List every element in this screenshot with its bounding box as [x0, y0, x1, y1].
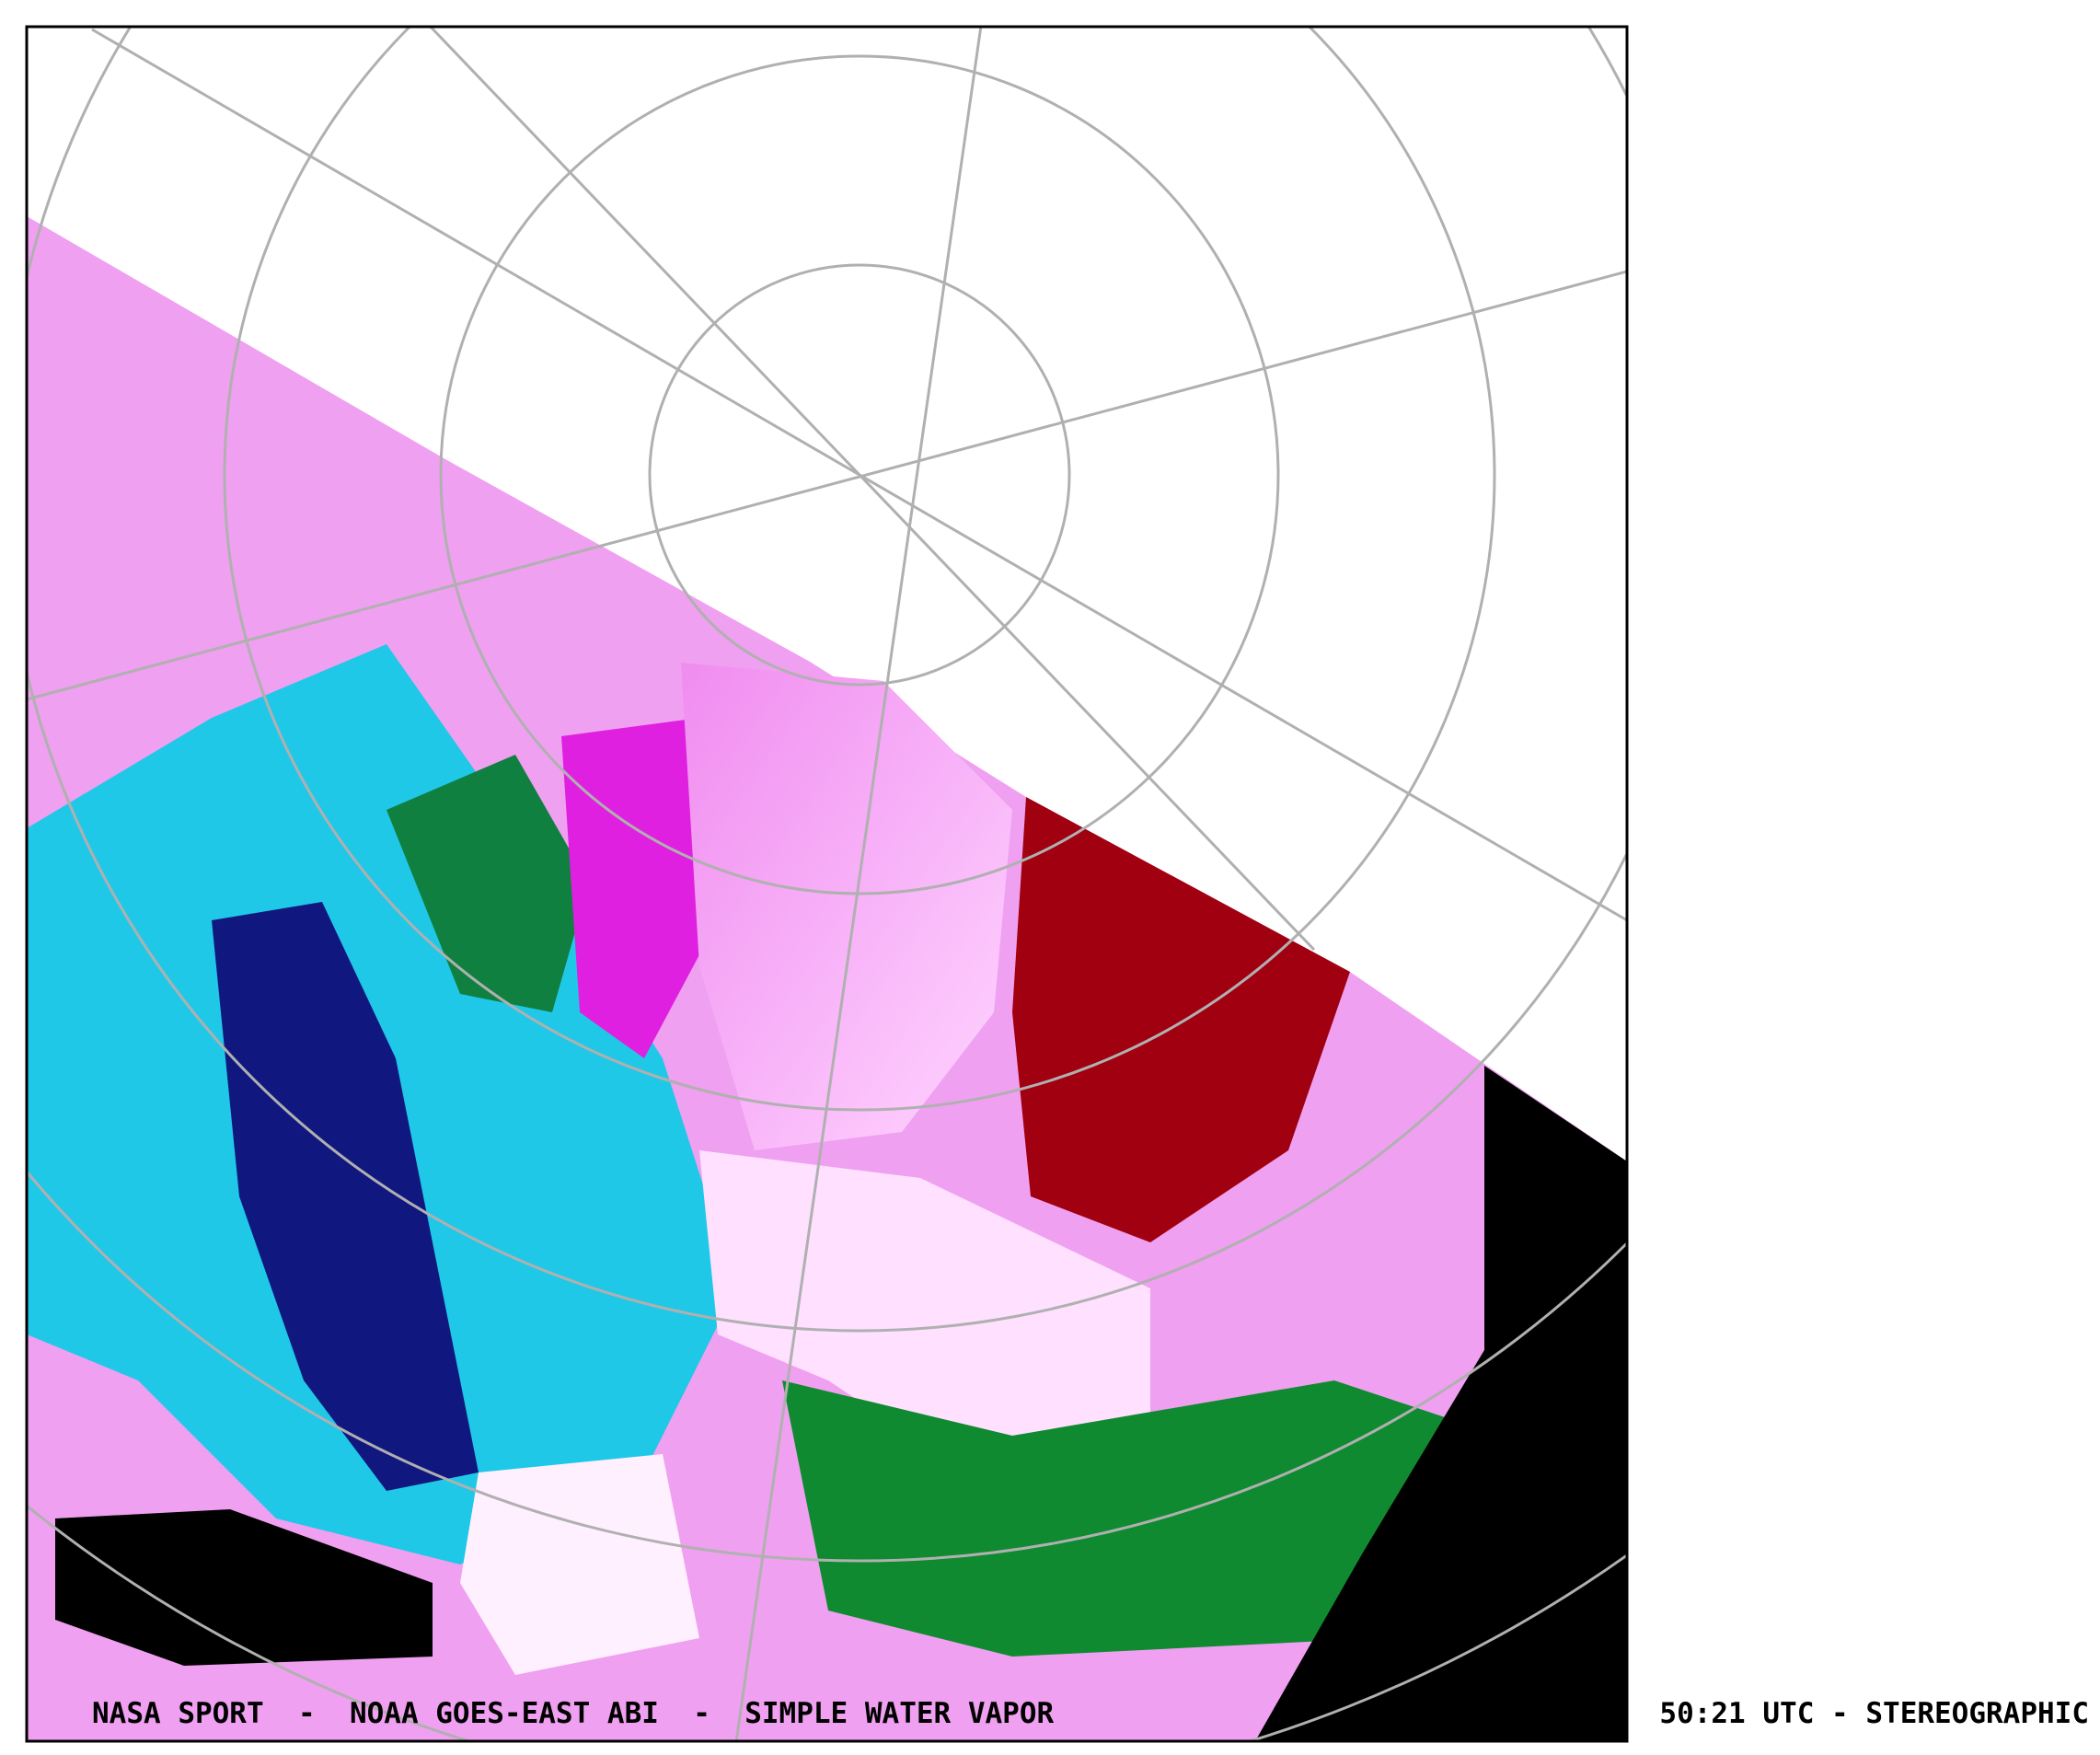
- white-south: [460, 1454, 699, 1675]
- red-region: [1012, 797, 1350, 1242]
- caption-left: NASA SPORT - NOAA GOES-EAST ABI - SIMPLE…: [92, 1697, 1054, 1730]
- imagery: [27, 216, 1627, 1741]
- pale-region: [699, 1150, 1150, 1472]
- black-region: [1255, 1066, 1627, 1741]
- green-south: [782, 1380, 1472, 1657]
- blue-region: [212, 902, 479, 1491]
- green-region: [387, 755, 589, 1012]
- map-frame: [25, 25, 1629, 1743]
- greenland-pink: [681, 663, 1012, 1150]
- black-west: [55, 1509, 433, 1666]
- caption-right: 50:21 UTC - STEREOGRAPHIC: [1659, 1697, 2089, 1730]
